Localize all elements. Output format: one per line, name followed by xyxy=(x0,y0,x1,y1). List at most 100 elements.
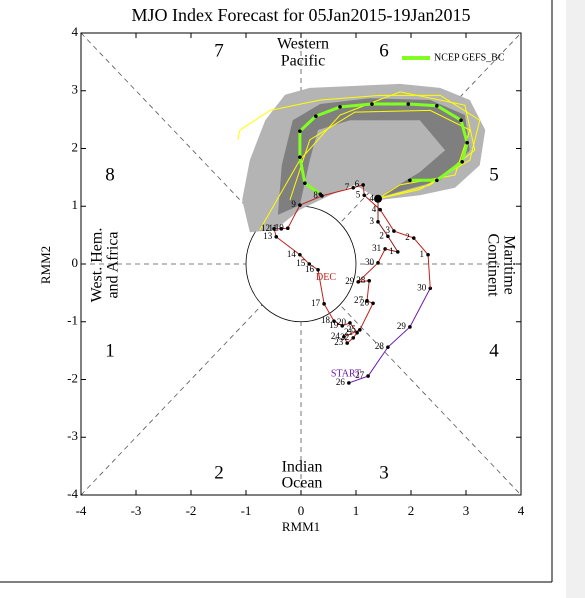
phase-label: 4 xyxy=(489,340,499,361)
day-label: 12 xyxy=(261,223,270,233)
forecast-point xyxy=(460,159,464,164)
observed-point xyxy=(307,262,312,266)
observed-point xyxy=(371,301,375,306)
observed-point xyxy=(340,323,345,328)
x-tick-label: 1 xyxy=(353,503,360,518)
day-label: 29 xyxy=(345,276,355,286)
legend-label: NCEP GEFS_BC xyxy=(434,52,505,63)
day-label: 28 xyxy=(375,341,385,351)
observed-point xyxy=(408,325,412,329)
forecast-point xyxy=(465,140,469,145)
observed-point xyxy=(356,280,361,284)
day-label: 5 xyxy=(356,189,361,199)
day-label: 28 xyxy=(356,275,366,285)
region-label: West. Hem. xyxy=(89,228,106,303)
day-label: 31 xyxy=(372,243,381,253)
forecast-point xyxy=(303,181,307,185)
day-label: 17 xyxy=(311,298,321,308)
region-label: Maritime xyxy=(500,235,517,295)
y-tick-label: -2 xyxy=(67,370,78,385)
phase-label: 8 xyxy=(105,164,115,185)
day-label: 14 xyxy=(287,249,297,259)
observed-point xyxy=(347,381,351,385)
side-strip xyxy=(566,0,585,598)
day-label: 7 xyxy=(345,182,350,192)
day-label: 2 xyxy=(405,232,410,242)
observed-point xyxy=(322,302,326,306)
day-label: 4 xyxy=(372,204,377,214)
day-label: 2 xyxy=(379,230,384,240)
day-label: 15 xyxy=(296,258,306,268)
forecast-point xyxy=(435,103,439,108)
observed-point xyxy=(272,226,276,231)
observed-point xyxy=(348,321,352,325)
day-label: 23 xyxy=(334,337,344,347)
observed-point xyxy=(392,229,396,233)
day-label: 4 xyxy=(370,193,375,203)
ensemble-member xyxy=(289,109,471,201)
region-label: and Africa xyxy=(105,231,122,298)
forecast-point xyxy=(406,102,411,106)
observed-point xyxy=(361,183,365,187)
start-label: START xyxy=(331,368,361,379)
region-label: Continent xyxy=(484,233,501,297)
observed-point xyxy=(286,226,290,230)
day-label: 26 xyxy=(336,377,346,387)
day-label: 19 xyxy=(329,320,339,330)
y-tick-label: 1 xyxy=(72,197,79,212)
y-tick-label: -1 xyxy=(67,313,78,328)
forecast-point xyxy=(408,178,412,183)
observed-point xyxy=(386,345,390,349)
observed-point xyxy=(345,341,350,345)
x-tick-label: -2 xyxy=(186,503,197,518)
forecast-point xyxy=(459,118,463,123)
observed-point xyxy=(358,328,362,332)
day-label: 1 xyxy=(420,249,425,259)
x-tick-label: -1 xyxy=(241,503,252,518)
observed-point xyxy=(366,374,370,378)
observed-point xyxy=(342,334,346,339)
chart-title: MJO Index Forecast for 05Jan2015-19Jan20… xyxy=(132,5,471,25)
day-label: 10 xyxy=(275,222,285,232)
x-tick-label: 3 xyxy=(463,503,470,518)
forecast-line xyxy=(298,102,469,196)
forecast-point xyxy=(298,129,302,133)
observed-point xyxy=(411,236,416,240)
observed-connector xyxy=(385,248,398,253)
observed-point xyxy=(365,299,369,303)
region-label: Pacific xyxy=(281,53,325,70)
observed-point xyxy=(316,267,320,272)
region-label: Western xyxy=(277,36,329,53)
phase-label: 7 xyxy=(214,40,224,61)
region-label: Ocean xyxy=(282,475,323,492)
x-tick-label: 0 xyxy=(298,503,305,518)
day-label: 9 xyxy=(291,199,296,209)
day-label: 20 xyxy=(337,317,347,327)
day-label: 1 xyxy=(389,246,394,256)
observed-point xyxy=(351,336,356,340)
observed-point xyxy=(367,278,372,283)
forecast-point xyxy=(338,105,342,109)
y-tick-label: -4 xyxy=(67,486,78,501)
region-label: Indian xyxy=(282,459,323,476)
observed-point xyxy=(396,250,400,254)
x-tick-label: 2 xyxy=(408,503,415,518)
day-label: 21 xyxy=(344,327,353,337)
observed-point xyxy=(298,252,302,257)
spread-area xyxy=(277,98,470,215)
observed-point xyxy=(332,319,336,323)
observed-point xyxy=(376,261,380,265)
day-label: 25 xyxy=(347,324,357,334)
y-axis-title: RMM2 xyxy=(38,246,53,284)
day-label: 8 xyxy=(313,190,318,200)
month-label: DEC xyxy=(316,272,336,283)
observed-point xyxy=(362,193,367,198)
day-label: 27 xyxy=(355,370,365,380)
y-tick-label: 3 xyxy=(72,82,79,97)
day-label: 16 xyxy=(305,264,315,274)
day-label: 27 xyxy=(354,295,364,305)
x-tick-label: -3 xyxy=(131,503,142,518)
observed-point xyxy=(320,194,324,198)
observed-point xyxy=(374,194,382,203)
y-tick-label: 2 xyxy=(72,139,79,154)
